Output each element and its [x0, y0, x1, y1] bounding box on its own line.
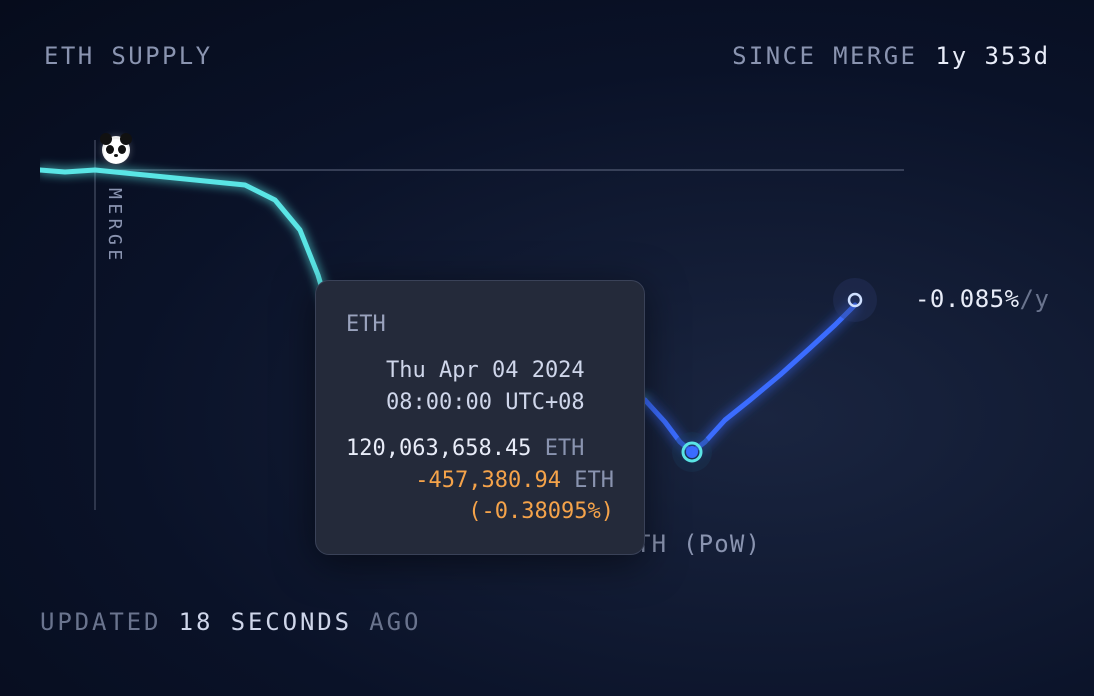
- end-point-marker: [833, 278, 877, 322]
- since-merge: SINCE MERGE 1y 353d: [732, 42, 1050, 70]
- tooltip-pct: (-0.38095%): [346, 496, 614, 528]
- tooltip-delta-value: -457,380.94: [415, 468, 561, 493]
- rate-value: -0.085%: [915, 285, 1020, 313]
- tooltip-time: 08:00:00 UTC+08: [346, 387, 614, 419]
- merge-label: MERGE: [104, 188, 125, 265]
- pow-label: TH (PoW): [636, 530, 761, 558]
- tooltip-date: Thu Apr 04 2024: [346, 355, 614, 387]
- tooltip-supply-unit: ETH: [545, 436, 585, 461]
- tooltip-delta-unit: ETH: [574, 468, 614, 493]
- tooltip-supply-value: 120,063,658.45: [346, 436, 531, 461]
- updated-prefix: UPDATED: [40, 608, 161, 636]
- series-post-hover: [645, 305, 855, 452]
- updated-value: 18 SECONDS: [179, 608, 352, 636]
- tooltip-delta: -457,380.94 ETH: [346, 465, 614, 497]
- updated-suffix: AGO: [369, 608, 421, 636]
- since-merge-label: SINCE MERGE: [732, 42, 917, 70]
- updated-footer: UPDATED 18 SECONDS AGO: [40, 608, 421, 636]
- since-merge-value: 1y 353d: [935, 42, 1050, 70]
- page-title: ETH SUPPLY: [44, 42, 213, 70]
- panda-icon: [102, 136, 130, 164]
- tooltip-title: ETH: [346, 309, 614, 341]
- rate-annotation: -0.085%/y: [915, 285, 1049, 313]
- rate-unit: /y: [1020, 285, 1050, 313]
- chart-tooltip: ETH Thu Apr 04 2024 08:00:00 UTC+08 120,…: [315, 280, 645, 555]
- tooltip-supply: 120,063,658.45 ETH: [346, 433, 614, 465]
- hover-point-marker[interactable]: [672, 432, 712, 472]
- header: ETH SUPPLY SINCE MERGE 1y 353d: [0, 0, 1094, 70]
